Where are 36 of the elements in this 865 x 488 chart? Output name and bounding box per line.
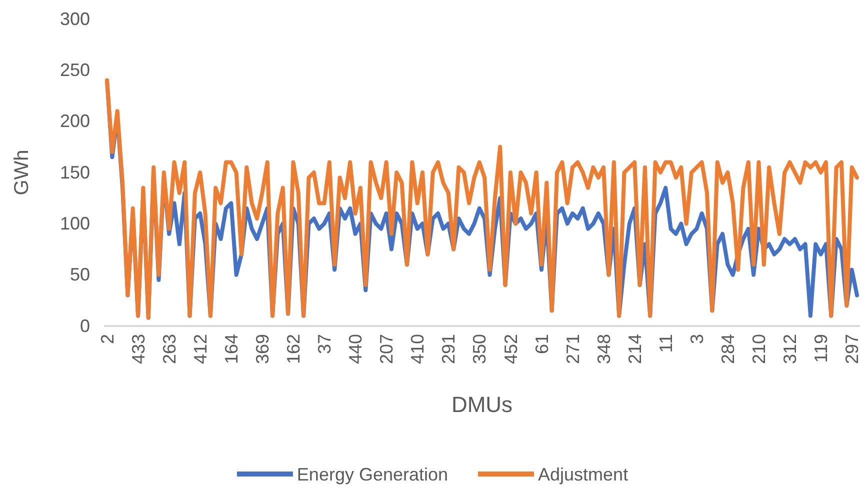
y-tick-label: 100 xyxy=(60,213,90,234)
x-tick-label: 412 xyxy=(190,334,210,364)
x-tick-label: 348 xyxy=(594,334,614,364)
x-tick-label: 452 xyxy=(500,334,521,364)
x-tick-label: 162 xyxy=(284,334,304,364)
y-tick-label: 300 xyxy=(60,8,90,29)
x-tick-label: 297 xyxy=(842,334,862,364)
x-tick-label: 11 xyxy=(656,334,676,353)
x-tick-label: 164 xyxy=(221,334,242,364)
legend-label: Adjustment xyxy=(538,464,628,484)
y-tick-label: 150 xyxy=(60,162,90,182)
x-tick-label: 37 xyxy=(314,334,335,354)
y-tick-label: 200 xyxy=(60,111,90,132)
x-tick-label: 2 xyxy=(97,334,118,344)
x-tick-label: 271 xyxy=(562,334,583,364)
x-tick-label: 210 xyxy=(749,334,770,364)
x-tick-label: 440 xyxy=(346,334,366,364)
x-tick-label: 61 xyxy=(532,334,552,354)
x-tick-label: 3 xyxy=(686,334,707,344)
legend-label: Energy Generation xyxy=(296,464,448,484)
x-tick-label: 263 xyxy=(159,334,180,364)
x-tick-label: 369 xyxy=(252,334,272,364)
y-tick-label: 250 xyxy=(60,60,90,80)
y-axis-title: GWh xyxy=(11,150,33,196)
x-tick-label: 284 xyxy=(718,334,738,364)
x-axis-title: DMUs xyxy=(451,392,513,417)
x-tick-label: 410 xyxy=(408,334,428,364)
x-tick-label: 350 xyxy=(470,334,490,364)
y-tick-label: 50 xyxy=(70,264,90,285)
x-tick-label: 119 xyxy=(811,334,832,363)
x-tick-label: 433 xyxy=(128,334,148,364)
x-tick-label: 291 xyxy=(438,334,459,364)
x-tick-label: 207 xyxy=(376,334,397,364)
x-tick-label: 312 xyxy=(780,334,800,364)
y-tick-label: 0 xyxy=(80,316,90,336)
x-tick-label: 214 xyxy=(624,334,645,364)
